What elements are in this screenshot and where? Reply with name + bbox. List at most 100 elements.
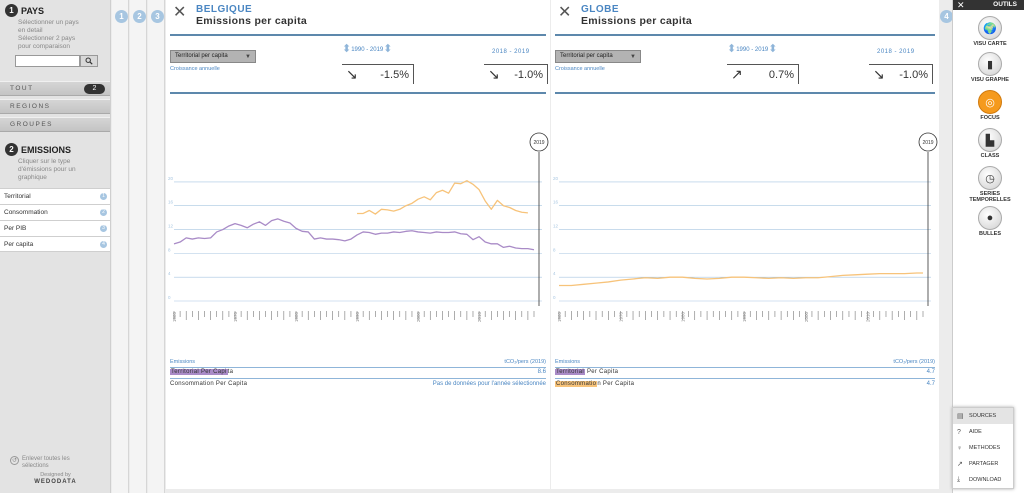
download-icon: ⤓	[957, 476, 961, 483]
tool-class[interactable]: ▙ CLASS	[961, 128, 1019, 159]
menu-item-aide[interactable]: ? AIDE	[953, 424, 1013, 440]
y-tick-label: 16	[168, 200, 174, 205]
period-range-label: 1990 - 2019	[351, 46, 384, 53]
collapsed-panel-1[interactable]: 1	[112, 0, 129, 493]
legend-label: n Per Capita	[597, 381, 635, 387]
y-tick-label: 8	[553, 247, 556, 252]
tool-label: CLASS	[980, 153, 1000, 159]
emission-item-territorial[interactable]: Territorial 1	[0, 188, 110, 204]
bulb-icon: ♀	[957, 444, 963, 452]
menu-item-label: METHODES	[969, 445, 1001, 451]
groupes-tab[interactable]: GROUPES	[0, 117, 110, 132]
menu-item-download[interactable]: ⤓ DOWNLOAD	[953, 472, 1013, 488]
pays-header: 1 PAYS	[0, 0, 110, 17]
panel-number-badge: 1	[115, 10, 128, 23]
legend-value: 4.7	[926, 381, 935, 387]
step-badge: 2	[5, 143, 18, 156]
menu-item-partager[interactable]: ↗ PARTAGER	[953, 456, 1013, 472]
y-tick-label: 0	[553, 295, 556, 300]
collapsed-panel-2[interactable]: 2	[130, 0, 147, 493]
emission-item-consommation[interactable]: Consommation 2	[0, 204, 110, 220]
reset-icon: ↺	[10, 456, 19, 465]
select-value: Territorial per capita	[175, 53, 228, 59]
tool-focus[interactable]: ◎ FOCUS	[961, 90, 1019, 121]
year-marker	[529, 132, 549, 152]
recent-range-label: 2018 - 2019	[492, 49, 530, 55]
chevron-down-icon: ▼	[245, 54, 251, 60]
panel-number-badge[interactable]: 4	[940, 10, 953, 23]
trend-arrow-icon: ↘	[488, 66, 500, 82]
desc-line: en detail	[18, 27, 43, 34]
period-range-stepper[interactable]: ⬍ 1990 - 2019 ⬍	[342, 43, 393, 55]
emission-item-per-pib[interactable]: Per PIB 3	[0, 220, 110, 236]
x-tick-label: 1970	[233, 311, 238, 322]
selection-count: 2	[84, 84, 105, 94]
legend-swatch-label: Territorial	[555, 369, 585, 375]
panel-number-badge: 3	[151, 10, 164, 23]
tool-bulles[interactable]: ● BULLES	[961, 206, 1019, 237]
legend-row-consommation[interactable]: Consommation Per Capita	[555, 380, 634, 389]
x-tick-label: 1980	[294, 311, 299, 322]
emission-type-list: Territorial 1 Consommation 2 Per PIB 3 Per …	[0, 188, 110, 252]
pays-title: PAYS	[21, 5, 45, 16]
legend-row-territorial[interactable]: Territorial Per Capita	[555, 368, 618, 377]
menu-item-methodes[interactable]: ♀ METHODES	[953, 440, 1013, 456]
close-icon[interactable]: ✕	[173, 4, 187, 21]
emission-type-select[interactable]: Territorial per capita ▼	[170, 50, 256, 63]
period-stepper-icon[interactable]: ⬍	[383, 43, 393, 55]
left-sidebar: 1 PAYS Sélectionner un pays en detail Sé…	[0, 0, 111, 493]
close-icon[interactable]: ✕	[558, 4, 572, 21]
collapsed-panel-3[interactable]: 3	[148, 0, 165, 493]
legend-unit: tCO₂/pers (2019)	[504, 359, 546, 365]
bar-chart-icon: ▮	[978, 52, 1002, 76]
remove-all-selections[interactable]: ↺ Enlever toutes les sélections	[10, 456, 70, 470]
tool-visu-carte[interactable]: 🌍 VISU CARTE	[961, 16, 1019, 47]
desc-line: graphique	[18, 174, 47, 181]
y-tick-label: 4	[168, 271, 171, 276]
search-button[interactable]	[80, 55, 98, 67]
growth-label: Croissance annuelle	[170, 66, 220, 72]
y-tick-label: 16	[553, 200, 559, 205]
country-search-input[interactable]	[15, 55, 80, 67]
menu-item-sources[interactable]: ▤ SOURCES	[953, 408, 1013, 424]
x-tick-label: 1980	[680, 311, 685, 322]
panel-country-title: GLOBE	[581, 4, 620, 15]
trend-arrow-icon: ↗	[731, 66, 743, 82]
divider	[555, 367, 935, 368]
tool-visu-graphe[interactable]: ▮ VISU GRAPHE	[961, 52, 1019, 83]
tool-series-temporelles[interactable]: ◷ SERIES TEMPORELLES	[961, 166, 1019, 203]
step-badge: 1	[5, 4, 18, 17]
desc-line: d'émissions pour un	[18, 166, 76, 173]
period-range-label: 1990 - 2019	[736, 46, 769, 53]
series-line	[357, 180, 528, 215]
menu-item-label: AIDE	[969, 429, 982, 435]
x-tick-label: 1960	[557, 311, 562, 322]
divider	[170, 34, 546, 36]
regions-tab[interactable]: REGIONS	[0, 99, 110, 114]
series-line	[559, 272, 923, 287]
emissions-title: EMISSIONS	[21, 144, 72, 155]
emissions-description: Cliquer sur le type d'émissions pour un …	[0, 156, 110, 182]
growth-value-period: ↘ -1.5%	[342, 64, 414, 84]
legend-value: Pas de données pour l'année sélectionnée	[432, 381, 546, 387]
search-icon	[85, 57, 93, 65]
legend-row-territorial[interactable]: Territorial Per Capita	[170, 368, 233, 377]
podium-icon: ▙	[978, 128, 1002, 152]
tout-tab[interactable]: TOUT 2	[0, 81, 110, 96]
brand-logo[interactable]: WEDODATA	[34, 479, 77, 485]
period-range-stepper[interactable]: ⬍ 1990 - 2019 ⬍	[727, 43, 778, 55]
legend-label: ta	[227, 369, 234, 375]
bubbles-icon: ●	[978, 206, 1002, 230]
clock-icon: ◷	[978, 166, 1002, 190]
growth-value-recent: ↘ -1.0%	[869, 64, 933, 84]
tout-label: TOUT	[10, 85, 34, 92]
emission-item-per-capita[interactable]: Per capita 4	[0, 236, 110, 252]
close-icon[interactable]: ✕	[957, 0, 965, 10]
period-stepper-icon[interactable]: ⬍	[768, 43, 778, 55]
select-value: Territorial per capita	[560, 53, 613, 59]
emission-type-select[interactable]: Territorial per capita ▼	[555, 50, 641, 63]
legend-row-consommation[interactable]: Consommation Per Capita	[170, 381, 248, 387]
period-stepper-icon[interactable]: ⬍	[727, 43, 737, 55]
period-stepper-icon[interactable]: ⬍	[342, 43, 352, 55]
